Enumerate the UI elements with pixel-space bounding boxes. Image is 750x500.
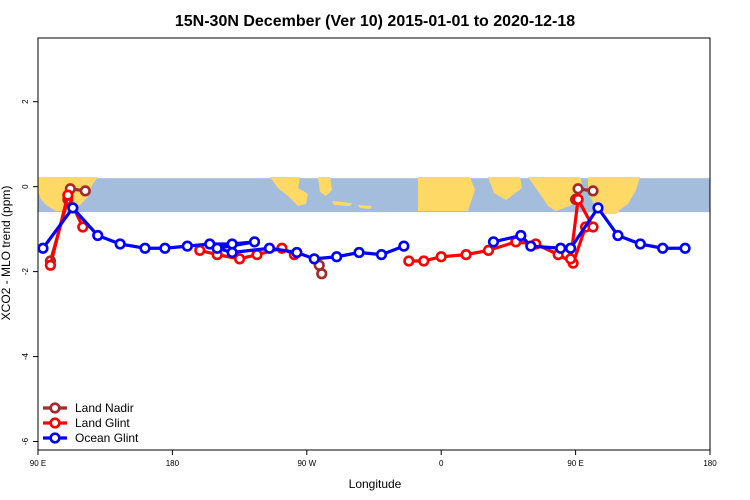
- data-point: [634, 238, 646, 250]
- plot-frame: [37, 37, 711, 451]
- data-point: [353, 246, 365, 259]
- data-point: [248, 236, 261, 248]
- y-tick-label: -6: [21, 437, 30, 445]
- y-tick-label: -4: [21, 352, 30, 360]
- data-point: [525, 240, 537, 252]
- data-point: [487, 236, 500, 248]
- land-shape: [318, 177, 332, 196]
- x-axis-label: Longitude: [349, 477, 402, 491]
- y-tick-label: 0: [21, 184, 30, 189]
- data-point: [37, 242, 49, 254]
- data-point: [565, 242, 577, 254]
- data-point: [194, 244, 206, 256]
- data-point: [657, 242, 669, 254]
- data-point: [211, 242, 223, 254]
- x-tick-label: 90 W: [297, 459, 316, 468]
- y-axis-label: XCO2 - MLO trend (ppm): [0, 186, 13, 321]
- series-ocean-glint: [37, 202, 691, 265]
- y-tick-label: 2: [21, 99, 30, 104]
- data-point: [587, 185, 599, 197]
- data-point: [679, 242, 691, 254]
- data-point: [67, 202, 79, 214]
- data-point: [587, 221, 599, 233]
- data-point: [291, 246, 303, 259]
- data-point: [418, 255, 430, 267]
- x-tick-label: 90 E: [567, 459, 583, 468]
- data-point: [592, 202, 604, 214]
- land-shape: [600, 211, 620, 214]
- land-shape: [528, 177, 584, 211]
- data-point: [114, 238, 126, 250]
- data-point: [92, 229, 104, 242]
- data-point: [139, 242, 151, 254]
- data-point: [44, 259, 57, 271]
- data-point: [555, 242, 567, 254]
- data-point: [403, 255, 415, 267]
- data-point: [159, 242, 171, 254]
- data-point: [77, 221, 89, 233]
- legend-marker: [49, 417, 61, 429]
- data-point: [226, 246, 238, 259]
- y-tick-label: -2: [21, 268, 30, 276]
- data-point: [263, 242, 276, 254]
- land-shape: [418, 177, 475, 211]
- legend-marker: [49, 432, 61, 444]
- data-point: [375, 249, 388, 261]
- land-shape: [588, 177, 640, 211]
- data-point: [435, 251, 447, 263]
- data-point: [460, 249, 472, 261]
- x-tick-label: 90 E: [30, 459, 46, 468]
- data-point: [398, 240, 410, 252]
- data-point: [515, 229, 527, 242]
- x-tick-label: 0: [439, 459, 444, 468]
- data-point: [308, 253, 320, 265]
- data-point: [79, 185, 91, 197]
- x-tick-label: 180: [166, 459, 180, 468]
- data-point: [482, 244, 495, 256]
- series-layer: [37, 183, 691, 280]
- world-map-band: [38, 177, 710, 214]
- land-shape: [332, 201, 352, 206]
- data-point: [572, 183, 584, 195]
- x-axis: 90 E 180 90 W 0 90 E 180: [30, 450, 717, 468]
- data-point: [331, 251, 343, 263]
- legend-label: Land Nadir: [75, 401, 134, 415]
- data-point: [565, 253, 577, 265]
- data-point: [234, 253, 246, 265]
- data-point: [612, 229, 624, 242]
- land-shape: [358, 205, 372, 209]
- x-tick-label: 180: [703, 459, 717, 468]
- data-point: [572, 193, 584, 206]
- legend-marker: [49, 402, 61, 414]
- chart-title: 15N-30N December (Ver 10) 2015-01-01 to …: [175, 13, 575, 30]
- y-axis: 2 0 -2 -4 -6: [21, 99, 38, 445]
- legend-label: Ocean Glint: [75, 431, 139, 445]
- legend-label: Land Glint: [75, 416, 130, 430]
- data-point: [62, 189, 74, 201]
- land-shape: [488, 177, 522, 200]
- land-shape: [270, 177, 308, 206]
- series-line: [493, 206, 686, 250]
- data-point: [181, 240, 193, 252]
- data-point: [316, 268, 328, 280]
